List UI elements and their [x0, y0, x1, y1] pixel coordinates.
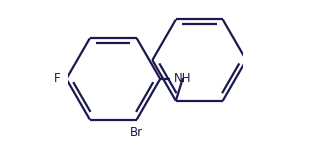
Text: Br: Br	[130, 126, 143, 139]
Text: NH: NH	[174, 72, 192, 85]
Text: F: F	[53, 72, 60, 85]
